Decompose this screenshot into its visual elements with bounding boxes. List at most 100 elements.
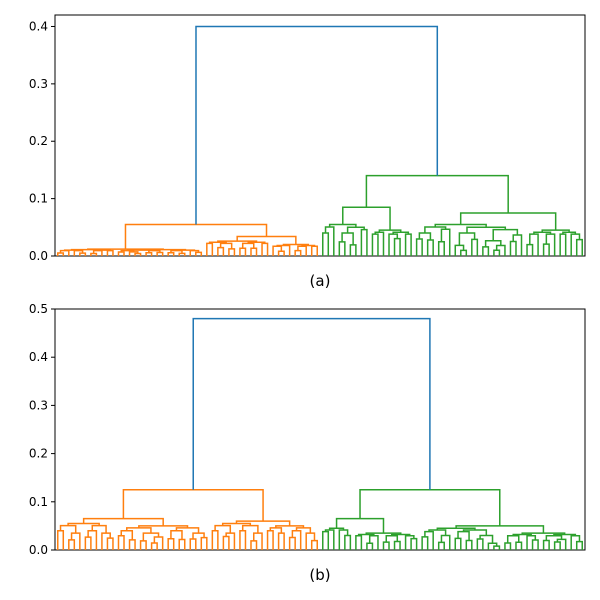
caption-a: (a): [310, 272, 331, 290]
dendrogram-link-b-29: [225, 532, 236, 550]
dendrogram-link-b-73: [493, 545, 501, 550]
dendrogram-link-a-34: [261, 242, 269, 256]
dendrogram-link-a-88: [575, 238, 583, 256]
dendrogram-link-b-68: [428, 529, 447, 536]
dendrogram-link-b-8: [91, 524, 107, 534]
dendrogram-link-a-19: [178, 252, 186, 256]
dendrogram-link-a-41: [297, 245, 307, 256]
dendrogram-link-b-78: [504, 542, 512, 550]
dendrogram-link-b-42: [305, 532, 316, 550]
dendrogram-link-a-58: [388, 233, 399, 256]
dendrogram-panel-b: 0.0 0.1 0.2 0.3 0.4 0.5 (b): [29, 302, 586, 584]
dendrogram-link-b-50: [338, 529, 349, 550]
dendrogram-links-a: [57, 25, 583, 256]
dendrogram-link-a-70: [454, 244, 465, 256]
dendrogram-link-a-71: [471, 238, 479, 256]
dendrogram-link-a-22: [189, 249, 200, 256]
dendrogram-link-a-53: [346, 226, 365, 234]
dendrogram-link-b-39: [288, 536, 296, 550]
dendrogram-link-b-49: [344, 534, 352, 550]
dendrogram-link-a-31: [239, 247, 247, 256]
dendrogram-link-a-42: [310, 245, 318, 256]
dendrogram-link-b-14: [150, 542, 158, 550]
dendrogram-link-b-30: [214, 524, 232, 534]
dendrogram-link-a-79: [492, 228, 519, 241]
dendrogram-link-b-82: [526, 534, 537, 550]
dendrogram-link-a-40: [294, 249, 302, 256]
y-tick-label-a-2: 0.2: [29, 134, 48, 148]
dendrogram-link-a-49: [338, 241, 346, 256]
dendrogram-link-a-67: [440, 228, 451, 256]
dendrogram-link-a-77: [509, 240, 517, 256]
dendrogram-link-a-28: [228, 248, 236, 256]
dendrogram-link-a-57: [393, 237, 401, 256]
dendrogram-link-a-51: [341, 232, 354, 245]
y-tick-label-b-5: 0.5: [29, 302, 48, 316]
dendrogram-link-b-31: [239, 529, 247, 550]
dendrogram-link-b-93: [359, 489, 501, 526]
dendrogram-link-a-76: [484, 240, 502, 247]
dendrogram-link-a-0: [57, 252, 65, 256]
dendrogram-link-a-37: [277, 250, 285, 256]
dendrogram-link-a-74: [493, 249, 501, 256]
dendrogram-link-b-63: [335, 517, 385, 534]
dendrogram-link-b-56: [382, 541, 390, 550]
dendrogram-link-a-72: [458, 232, 476, 246]
dendrogram-link-b-84: [542, 539, 550, 550]
dendrogram-link-a-26: [206, 242, 214, 256]
dendrogram-link-b-94: [192, 317, 431, 490]
dendrogram-link-a-80: [466, 226, 507, 234]
dendrogram-link-b-86: [556, 538, 567, 550]
dendrogram-link-b-55: [357, 533, 375, 536]
dendrogram-link-b-21: [189, 538, 197, 550]
dendrogram-link-b-4: [84, 536, 92, 550]
dendrogram-link-a-10: [117, 251, 125, 256]
dendrogram-link-b-71: [457, 530, 470, 541]
dendrogram-link-a-50: [349, 244, 357, 256]
dendrogram-link-b-22: [200, 536, 208, 550]
dendrogram-link-b-48: [324, 529, 335, 550]
dendrogram-link-a-55: [371, 233, 379, 256]
dendrogram-link-a-69: [460, 249, 468, 256]
dendrogram-link-a-25: [87, 248, 164, 250]
y-tick-label-a-3: 0.3: [29, 77, 48, 91]
y-tick-label-b-2: 0.2: [29, 447, 48, 461]
dendrogram-link-b-19: [178, 538, 186, 550]
dendrogram-link-a-87: [559, 233, 567, 256]
y-tick-label-b-0: 0.0: [29, 543, 48, 557]
dendrogram-link-b-64: [421, 536, 429, 550]
dendrogram-link-a-73: [482, 246, 490, 256]
dendrogram-link-a-32: [250, 247, 258, 256]
dendrogram-link-b-52: [355, 534, 363, 550]
dendrogram-link-a-64: [426, 239, 434, 256]
dendrogram-link-b-61: [391, 533, 411, 536]
dendrogram-link-a-59: [404, 233, 412, 256]
dendrogram-link-b-18: [167, 537, 175, 550]
y-tick-label-b-3: 0.3: [29, 398, 48, 412]
dendrogram-link-b-3: [59, 524, 77, 534]
dendrogram-link-a-39: [276, 244, 291, 256]
dendrogram-link-b-72: [476, 538, 484, 550]
dendrogram-link-a-29: [219, 242, 233, 249]
dendrogram-link-b-57: [393, 540, 401, 550]
dendrogram-link-b-65: [424, 530, 434, 550]
dendrogram-link-b-46: [122, 489, 264, 522]
y-tick-label-a-4: 0.4: [29, 19, 48, 33]
dendrogram-link-b-60: [404, 534, 415, 550]
dendrogram-link-b-6: [106, 537, 114, 550]
dendrogram-link-a-44: [282, 243, 310, 246]
dendrogram-link-a-66: [437, 241, 445, 256]
dendrogram-link-a-82: [526, 243, 534, 256]
y-axis-a: 0.0 0.1 0.2 0.3 0.4: [29, 19, 55, 263]
dendrogram-link-b-10: [117, 534, 125, 550]
dendrogram-link-b-27: [211, 529, 219, 550]
dendrogram-link-a-7: [106, 249, 114, 256]
dendrogram-link-b-34: [241, 524, 259, 534]
dendrogram-link-b-69: [454, 537, 462, 550]
dendrogram-link-b-11: [128, 539, 136, 550]
dendrogram-link-a-48: [324, 226, 335, 256]
dendrogram-link-b-88: [575, 540, 583, 550]
dendrogram-link-a-65: [418, 232, 432, 240]
dendrogram-link-b-41: [310, 539, 318, 550]
dendrogram-link-b-85: [553, 541, 561, 550]
